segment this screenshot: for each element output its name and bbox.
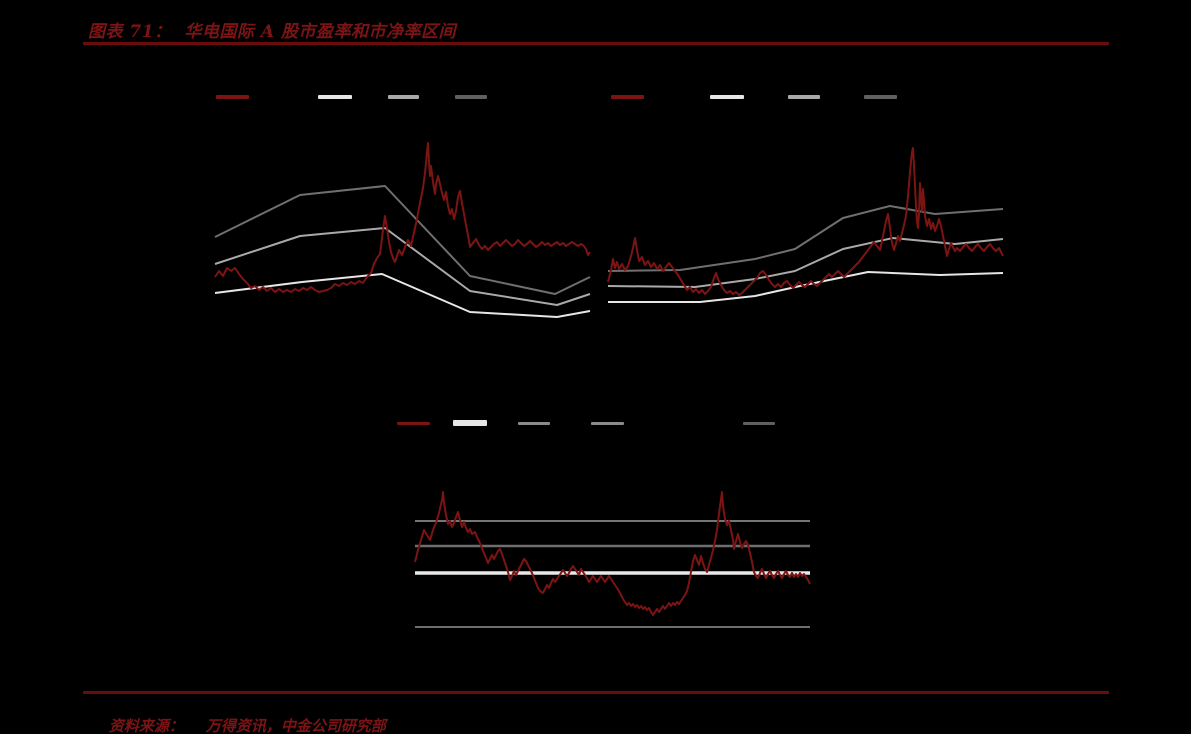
bottom-band-chart-legend-swatch-2 xyxy=(453,420,487,426)
source-label: 资料来源： xyxy=(108,717,184,734)
pe-band-chart-mid-band xyxy=(214,227,591,306)
source-text: 万得资讯，中金公司研究部 xyxy=(205,717,386,734)
pe-band-chart-legend-swatch-4 xyxy=(455,95,487,99)
bottom-band-chart-legend-swatch-4 xyxy=(591,422,624,425)
pb-band-chart-lower-band xyxy=(608,271,1004,303)
pe-band-chart-ratio-line xyxy=(214,142,591,293)
pb-band-chart-legend-swatch-1 xyxy=(611,95,644,99)
pb-band-chart-legend-swatch-2 xyxy=(710,95,744,99)
source-line: 资料来源： 万得资讯，中金公司研究部 xyxy=(88,697,386,734)
figure-title: 图表 71： 华电国际 A 股市盈率和市净率区间 xyxy=(88,22,456,42)
bottom-band-chart-legend-swatch-3 xyxy=(518,422,550,425)
pb-band-chart-upper-band xyxy=(607,205,1004,272)
pe-band-chart-legend-swatch-1 xyxy=(216,95,249,99)
pe-band-chart-legend-swatch-2 xyxy=(318,95,352,99)
title-rule xyxy=(83,42,1109,45)
pe-band-chart-legend-swatch-3 xyxy=(388,95,419,99)
source-rule xyxy=(83,691,1109,694)
pb-band-chart-legend-swatch-4 xyxy=(864,95,897,99)
pe-band-chart-upper-band xyxy=(214,185,591,295)
pb-band-chart-legend-swatch-3 xyxy=(788,95,820,99)
bottom-band-chart-legend-swatch-5 xyxy=(743,422,775,425)
pb-band-chart-mid-band xyxy=(607,237,1004,288)
pe-band-chart-lower-band xyxy=(214,273,591,318)
pb-band-chart-ratio-line xyxy=(607,147,1004,296)
bottom-band-chart-ratio-line xyxy=(414,491,811,616)
bottom-band-chart-legend-swatch-1 xyxy=(397,422,430,425)
